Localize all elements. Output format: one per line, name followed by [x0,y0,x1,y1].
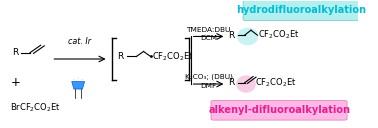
Polygon shape [72,82,85,89]
Text: R: R [228,31,234,40]
Text: DCM: DCM [200,35,217,41]
Text: cat. Ir: cat. Ir [68,38,91,46]
Text: BrCF$_2$CO$_2$Et: BrCF$_2$CO$_2$Et [10,102,61,114]
Text: R: R [228,78,234,87]
Ellipse shape [236,75,256,93]
Text: R: R [12,48,19,57]
Text: alkenyl-difluoroalkylation: alkenyl-difluoroalkylation [208,105,350,115]
Text: CF$_2$CO$_2$Et: CF$_2$CO$_2$Et [258,29,299,41]
Ellipse shape [237,28,259,45]
Text: TMEDA:DBU: TMEDA:DBU [186,27,231,33]
Text: DMF: DMF [200,83,217,89]
Text: R: R [118,52,124,61]
Text: hydrodifluoroalkylation: hydrodifluoroalkylation [236,5,366,15]
FancyBboxPatch shape [211,101,347,120]
Text: K₂CO₃; (DBU): K₂CO₃; (DBU) [184,74,232,80]
FancyBboxPatch shape [243,0,359,21]
Text: +: + [11,76,21,89]
Text: CF$_2$CO$_2$Et: CF$_2$CO$_2$Et [255,77,297,89]
Text: CF$_2$CO$_2$Et: CF$_2$CO$_2$Et [152,50,194,63]
